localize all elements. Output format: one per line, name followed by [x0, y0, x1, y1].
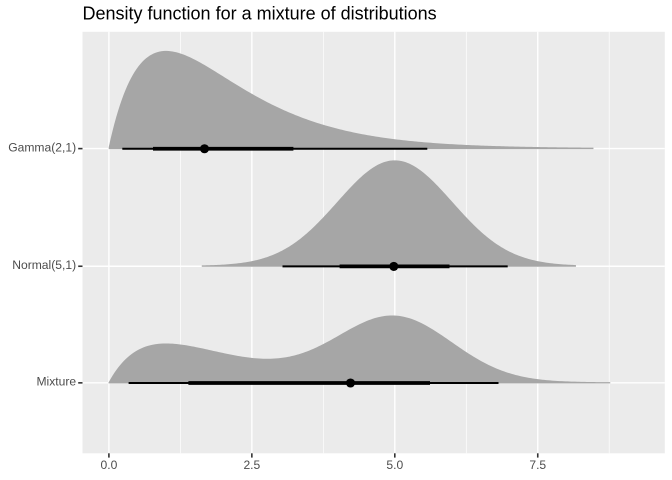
svg-text:Mixture: Mixture — [36, 375, 76, 389]
svg-text:5.0: 5.0 — [386, 458, 403, 472]
svg-text:Normal(5,1): Normal(5,1) — [12, 258, 76, 272]
svg-text:2.5: 2.5 — [243, 458, 260, 472]
svg-text:Density function for a mixture: Density function for a mixture of distri… — [83, 3, 437, 23]
svg-text:0.0: 0.0 — [100, 458, 117, 472]
svg-text:Gamma(2,1): Gamma(2,1) — [8, 140, 76, 154]
svg-text:7.5: 7.5 — [529, 458, 546, 472]
